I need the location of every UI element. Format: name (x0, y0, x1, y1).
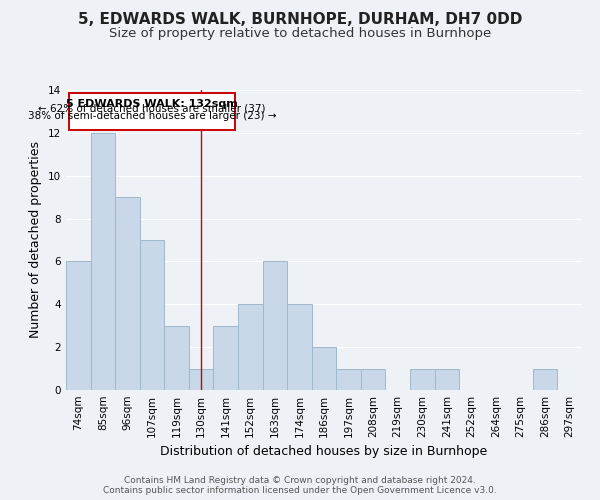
Bar (189, 368, 214, 390)
Bar (238, 304, 263, 390)
Text: 38% of semi-detached houses are larger (23) →: 38% of semi-detached houses are larger (… (28, 111, 276, 121)
Bar (91, 133, 115, 390)
Bar (140, 240, 164, 390)
Bar (287, 304, 312, 390)
Y-axis label: Number of detached properties: Number of detached properties (29, 142, 43, 338)
Text: Contains HM Land Registry data © Crown copyright and database right 2024.: Contains HM Land Registry data © Crown c… (124, 476, 476, 485)
Bar (361, 368, 385, 390)
Text: Size of property relative to detached houses in Burnhope: Size of property relative to detached ho… (109, 28, 491, 40)
Text: ← 62% of detached houses are smaller (37): ← 62% of detached houses are smaller (37… (38, 104, 266, 114)
Text: 5, EDWARDS WALK, BURNHOPE, DURHAM, DH7 0DD: 5, EDWARDS WALK, BURNHOPE, DURHAM, DH7 0… (78, 12, 522, 28)
Bar (263, 262, 287, 390)
Bar (164, 326, 189, 390)
Bar (336, 368, 361, 390)
Bar (115, 197, 140, 390)
Text: Contains public sector information licensed under the Open Government Licence v3: Contains public sector information licen… (103, 486, 497, 495)
X-axis label: Distribution of detached houses by size in Burnhope: Distribution of detached houses by size … (160, 446, 488, 458)
Text: 5 EDWARDS WALK: 132sqm: 5 EDWARDS WALK: 132sqm (66, 99, 238, 109)
Bar (533, 368, 557, 390)
Bar (410, 368, 434, 390)
FancyBboxPatch shape (68, 93, 235, 130)
Bar (434, 368, 459, 390)
Bar (66, 262, 91, 390)
Bar (214, 326, 238, 390)
Bar (312, 347, 336, 390)
